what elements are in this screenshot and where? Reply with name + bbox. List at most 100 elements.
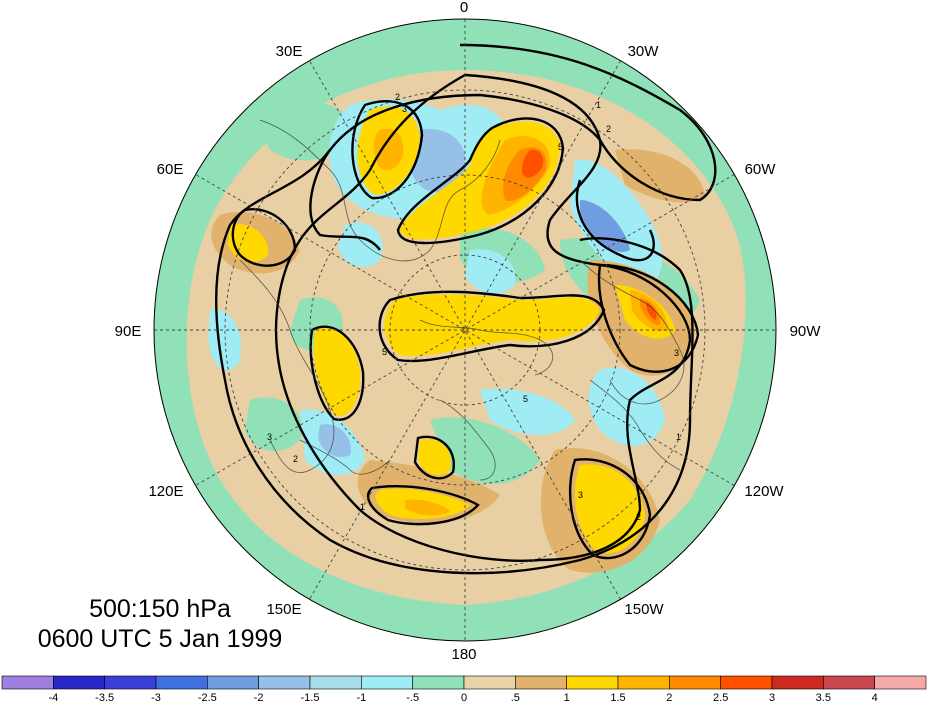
colorbar-swatch bbox=[566, 675, 619, 690]
colorbar-swatch bbox=[720, 675, 773, 690]
colorbar-swatch bbox=[617, 675, 670, 690]
contour-line bbox=[575, 179, 655, 262]
contour-line bbox=[367, 485, 480, 526]
contour-label: 2 bbox=[636, 512, 641, 522]
colorbar-swatch bbox=[669, 675, 721, 690]
longitude-labels: 0 30W 60W 90W 120W 150W 180 150E 120E 90… bbox=[115, 0, 822, 663]
colorbar-tick-label: -3 bbox=[151, 692, 161, 702]
contour-label: 5 bbox=[382, 347, 387, 357]
lon-label-150e: 150E bbox=[266, 601, 301, 618]
contour-line bbox=[413, 435, 456, 480]
coastline bbox=[589, 379, 681, 471]
contour-label: 5 bbox=[523, 394, 528, 404]
green-region bbox=[245, 397, 302, 451]
yellow-region bbox=[313, 327, 361, 416]
colorbar-swatch bbox=[412, 675, 465, 690]
green-region bbox=[430, 417, 540, 484]
contour-label: 5 bbox=[558, 142, 563, 152]
lon-label-150w: 150W bbox=[624, 601, 664, 618]
colorbar-swatch bbox=[207, 675, 259, 690]
colorbar-swatch bbox=[463, 675, 516, 690]
contour-line bbox=[597, 263, 700, 373]
contour-line bbox=[378, 290, 606, 363]
orange-region bbox=[373, 128, 404, 171]
contours bbox=[215, 43, 717, 575]
contour-label: 3 bbox=[578, 490, 583, 500]
contour-line bbox=[215, 43, 717, 575]
lon-label-30w: 30W bbox=[628, 43, 660, 60]
lon-label-120e: 120E bbox=[148, 483, 183, 500]
graticule bbox=[154, 19, 776, 641]
lon-label-60w: 60W bbox=[745, 161, 777, 178]
colorbar-tick-label: 1 bbox=[564, 692, 570, 702]
contour-line bbox=[396, 117, 565, 245]
coastline bbox=[299, 439, 391, 475]
latitude-circle bbox=[224, 89, 706, 571]
contour-line bbox=[309, 149, 381, 251]
colorbar-tick-label: 2 bbox=[666, 692, 672, 702]
colorbar-swatch bbox=[258, 675, 311, 690]
colorbar-swatch bbox=[309, 675, 362, 690]
contour-labels: 2 3 5 3 2 1 5 3 2 1 5 3 2 1 bbox=[267, 92, 681, 522]
colorbar-swatch bbox=[515, 675, 567, 690]
contour-label: 3 bbox=[674, 348, 679, 358]
colorbar-tick-label: 2.5 bbox=[713, 692, 728, 702]
colorbar-tick-label: 1.5 bbox=[610, 692, 625, 702]
contour-label: 2 bbox=[395, 92, 400, 102]
colorbar-swatch bbox=[1, 675, 54, 690]
meridian bbox=[309, 60, 621, 600]
map-border bbox=[153, 18, 777, 642]
caption-level: 500:150 hPa bbox=[89, 595, 231, 623]
colorbar-swatch bbox=[823, 675, 875, 690]
orange-region bbox=[405, 499, 450, 516]
contour-line bbox=[274, 73, 692, 562]
colorbar: -4 -3.5 -3 -2.5 -2 -1.5 -1 -.5 0 .5 1 1.5 2 2.5 3 3.5 4 bbox=[1, 675, 927, 702]
yellow-region bbox=[552, 296, 586, 331]
colorbar-swatch bbox=[53, 675, 105, 690]
colorbar-swatch bbox=[104, 675, 157, 690]
lon-label-60e: 60E bbox=[157, 161, 184, 178]
colorbar-tick-label: 3 bbox=[769, 692, 775, 702]
colorbar-tick-label: -4 bbox=[48, 692, 58, 702]
blue-region bbox=[318, 424, 351, 458]
colorbar-tick-label: -.5 bbox=[406, 692, 419, 702]
contour-line bbox=[351, 100, 424, 200]
colorbar-tick-label: -1.5 bbox=[301, 692, 320, 702]
contour-label: 1 bbox=[676, 432, 681, 442]
contour-line bbox=[231, 208, 297, 267]
contour-label: 3 bbox=[267, 432, 272, 442]
colorbar-tick-label: -2 bbox=[254, 692, 264, 702]
coastline bbox=[579, 259, 685, 405]
coastline bbox=[439, 399, 496, 481]
contour-label: 2 bbox=[606, 124, 611, 134]
meridian bbox=[195, 174, 735, 486]
coastline bbox=[419, 319, 553, 376]
colorbar-swatch bbox=[874, 675, 927, 690]
coastlines bbox=[239, 119, 685, 481]
colorbar-tick-label: 4 bbox=[872, 692, 878, 702]
yellow-region bbox=[418, 439, 451, 476]
meridian bbox=[195, 174, 735, 486]
colorbar-tick-label: .5 bbox=[511, 692, 520, 702]
colorbar-swatch bbox=[155, 675, 208, 690]
colorbar-swatch bbox=[361, 675, 413, 690]
coastline bbox=[259, 119, 501, 262]
red-region bbox=[522, 149, 544, 178]
contour-line bbox=[568, 458, 652, 560]
contour-label: 1 bbox=[360, 502, 365, 512]
yellow-region bbox=[384, 294, 600, 357]
lon-label-120w: 120W bbox=[744, 483, 784, 500]
colorbar-swatch bbox=[771, 675, 824, 690]
contour-label: 2 bbox=[293, 454, 298, 464]
cyan-region bbox=[480, 388, 575, 435]
lon-label-180: 180 bbox=[451, 646, 476, 663]
caption-time: 0600 UTC 5 Jan 1999 bbox=[37, 625, 283, 653]
lon-label-30e: 30E bbox=[276, 43, 303, 60]
colorbar-tick-label: -3.5 bbox=[95, 692, 114, 702]
red-region bbox=[646, 302, 657, 320]
contour-label: 3 bbox=[402, 104, 407, 114]
colorbar-tick-label: -1 bbox=[356, 692, 366, 702]
lon-label-90w: 90W bbox=[790, 323, 822, 340]
cyan-region bbox=[465, 249, 516, 294]
